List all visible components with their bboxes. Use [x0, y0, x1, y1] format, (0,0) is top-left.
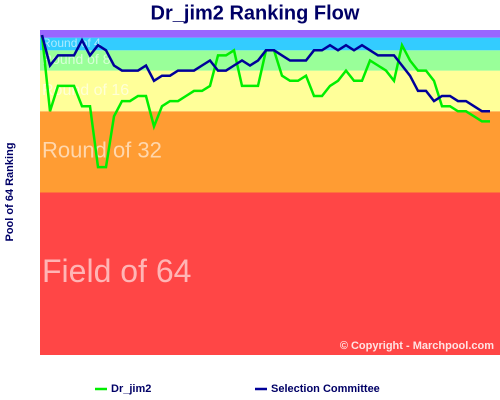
band-label: Round of 32 — [42, 138, 162, 163]
band-label: Round of 4 — [42, 36, 101, 50]
band-label: Field of 64 — [42, 253, 191, 289]
legend-label: Selection Committee — [271, 383, 380, 395]
y-axis-label: Pool of 64 Ranking — [4, 142, 16, 241]
series-line — [40, 34, 490, 113]
band — [40, 30, 500, 38]
watermark: © Copyright - Marchpool.com — [340, 340, 494, 352]
legend: Dr_jim2 Selection Committee — [95, 383, 380, 395]
band — [40, 37, 500, 51]
band — [40, 111, 500, 193]
legend-label: Dr_jim2 — [111, 383, 151, 395]
band — [40, 192, 500, 355]
chart-title: Dr_jim2 Ranking Flow — [151, 2, 360, 24]
